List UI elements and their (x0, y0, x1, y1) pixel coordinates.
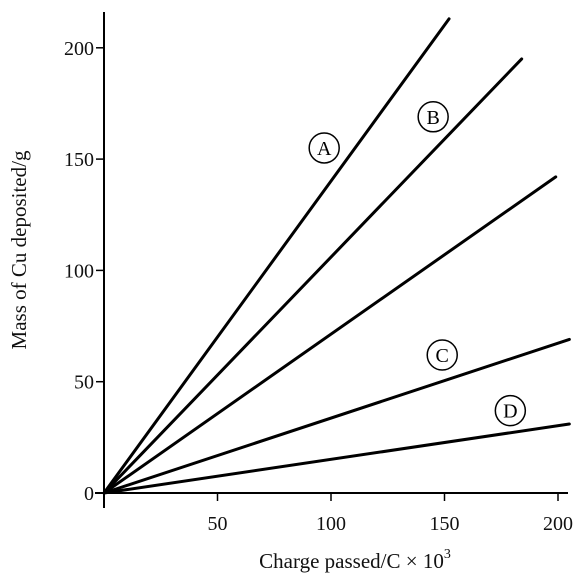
series-line-unlabeled-2 (104, 177, 556, 493)
y-axis-label: Mass of Cu deposited/g (7, 150, 31, 349)
x-axis-label-superscript: 3 (444, 547, 451, 562)
y-tick-label: 50 (74, 372, 94, 394)
x-axis-label: Charge passed/C × 103 (259, 547, 451, 573)
series-markers: A B C D (309, 102, 525, 426)
x-tick-label: 200 (543, 513, 573, 535)
series-marker-label-b: B (426, 107, 439, 129)
y-tick-label: 150 (64, 149, 94, 171)
series-line-b (104, 59, 522, 493)
series-line-a (104, 19, 449, 493)
x-tick-label: 50 (208, 513, 228, 535)
series-marker-label-a: A (317, 138, 332, 160)
y-tick-label: 0 (84, 483, 94, 505)
series-line-d (104, 424, 569, 493)
y-tick-label: 200 (64, 38, 94, 60)
x-tick-label: 150 (430, 513, 460, 535)
x-axis-label-text: Charge passed/C × 10 (259, 549, 444, 573)
x-tick-label: 100 (316, 513, 346, 535)
series-marker-label-d: D (503, 401, 517, 423)
y-tick-label: 100 (64, 260, 94, 282)
series-marker-label-c: C (436, 345, 449, 367)
